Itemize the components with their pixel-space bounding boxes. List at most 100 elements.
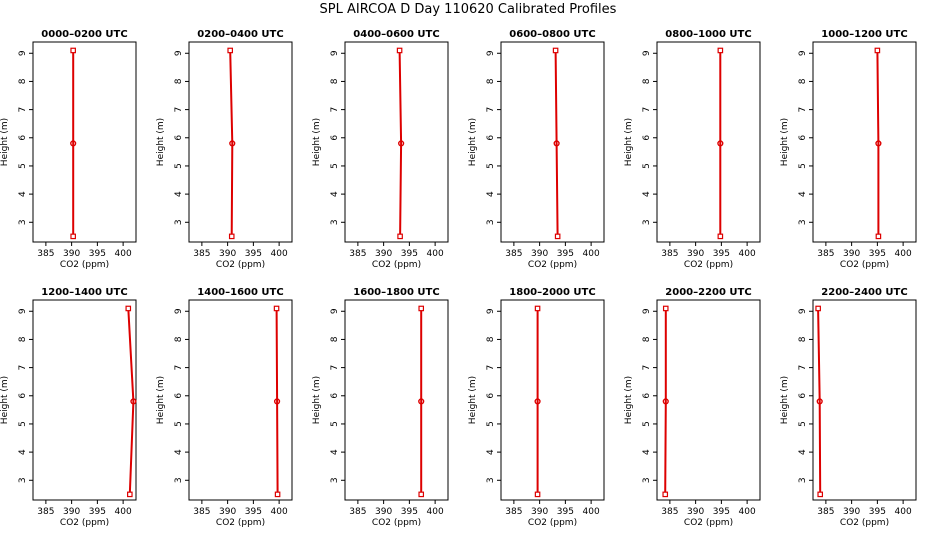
y-tick-label: 6	[18, 135, 28, 141]
x-tick-label: 400	[427, 249, 444, 259]
x-tick-label: 390	[375, 249, 392, 259]
profile-point	[70, 140, 77, 147]
x-tick-label: 385	[193, 249, 210, 259]
plot-frame	[344, 41, 449, 243]
y-axis-label: Height (m)	[468, 376, 478, 424]
y-tick-label: 9	[486, 50, 496, 56]
x-tick-label: 385	[505, 507, 522, 517]
profile-line	[817, 308, 822, 495]
y-tick-label: 4	[642, 191, 652, 197]
x-axis-label: CO2 (ppm)	[684, 260, 733, 270]
x-tick-label: 400	[427, 507, 444, 517]
x-tick-label: 390	[219, 249, 236, 259]
profile-point	[130, 398, 137, 405]
profile-point	[418, 398, 425, 405]
profile-point	[875, 233, 882, 240]
profile-point	[229, 140, 236, 147]
y-tick-label: 3	[330, 477, 340, 483]
x-tick-label: 400	[115, 507, 132, 517]
y-tick-label: 5	[642, 163, 652, 169]
y-tick-label: 4	[18, 449, 28, 455]
y-tick-label: 7	[174, 365, 184, 371]
x-tick-label: 385	[661, 507, 678, 517]
y-tick-label: 9	[798, 308, 808, 314]
x-tick-label: 400	[895, 249, 912, 259]
plot-frame	[500, 41, 605, 243]
y-tick-label: 4	[486, 191, 496, 197]
y-tick-label: 5	[798, 421, 808, 427]
y-tick-label: 9	[174, 50, 184, 56]
plot-frame	[500, 299, 605, 501]
y-tick-label: 5	[486, 163, 496, 169]
profile-point	[662, 491, 669, 498]
profile-line	[876, 50, 880, 237]
profile-point	[534, 491, 541, 498]
x-axis-label: CO2 (ppm)	[528, 518, 577, 528]
y-tick-label: 6	[330, 393, 340, 399]
y-tick-label: 3	[798, 477, 808, 483]
x-axis-label: CO2 (ppm)	[372, 260, 421, 270]
profile-point	[70, 47, 76, 54]
panel-title: 0200–0400 UTC	[197, 29, 283, 40]
y-tick-label: 5	[174, 421, 184, 427]
x-tick-label: 395	[89, 249, 106, 259]
profile-point	[273, 305, 280, 312]
y-tick-label: 3	[174, 219, 184, 225]
profile-point	[662, 305, 669, 312]
x-tick-label: 385	[661, 249, 678, 259]
plot-frame	[812, 299, 917, 501]
x-tick-label: 400	[271, 249, 288, 259]
panel-title: 1000–1200 UTC	[821, 29, 907, 40]
y-tick-label: 9	[486, 308, 496, 314]
plot-frame	[344, 299, 449, 501]
y-tick-label: 3	[330, 219, 340, 225]
x-tick-label: 395	[401, 249, 418, 259]
y-tick-label: 6	[798, 393, 808, 399]
y-tick-label: 5	[642, 421, 652, 427]
y-axis-label: Height (m)	[156, 376, 166, 424]
x-axis-label: CO2 (ppm)	[216, 260, 265, 270]
x-tick-label: 385	[37, 249, 54, 259]
profile-point	[662, 398, 669, 405]
profile-line	[127, 308, 135, 495]
y-tick-label: 7	[642, 107, 652, 113]
y-tick-label: 9	[798, 50, 808, 56]
profile-point	[552, 47, 559, 54]
x-axis-label: CO2 (ppm)	[60, 260, 109, 270]
profile-point	[70, 233, 76, 240]
y-tick-label: 6	[486, 135, 496, 141]
y-tick-label: 9	[18, 50, 28, 56]
x-tick-label: 385	[817, 507, 834, 517]
y-tick-label: 5	[18, 163, 28, 169]
x-axis-label: CO2 (ppm)	[840, 518, 889, 528]
y-tick-label: 4	[174, 449, 184, 455]
profile-point	[817, 491, 824, 498]
x-tick-label: 395	[245, 249, 262, 259]
panel-title: 1400–1600 UTC	[197, 287, 283, 298]
y-tick-label: 4	[330, 449, 340, 455]
y-tick-label: 3	[18, 219, 28, 225]
x-axis-label: CO2 (ppm)	[528, 260, 577, 270]
profile-point	[274, 491, 281, 498]
y-tick-label: 8	[18, 336, 28, 342]
panel: 0400–0600 UTC 385 390 395 400 3 4 5 6 7 8 9 CO2 (ppm…	[312, 29, 449, 270]
y-tick-label: 8	[174, 78, 184, 84]
y-tick-label: 5	[330, 163, 340, 169]
y-tick-label: 3	[486, 477, 496, 483]
x-tick-label: 390	[63, 249, 80, 259]
y-tick-label: 9	[330, 308, 340, 314]
x-tick-label: 400	[583, 507, 600, 517]
y-tick-label: 8	[642, 78, 652, 84]
x-axis-label: CO2 (ppm)	[372, 518, 421, 528]
profile-point	[396, 47, 403, 54]
figure-title: SPL AIRCOA D Day 110620 Calibrated Profi…	[320, 2, 617, 17]
y-tick-label: 7	[18, 365, 28, 371]
panel: 1000–1200 UTC 385 390 395 400 3 4 5 6 7 8 9 CO2 (ppm…	[780, 29, 917, 270]
y-tick-label: 6	[642, 135, 652, 141]
x-tick-label: 385	[193, 507, 210, 517]
y-tick-label: 3	[798, 219, 808, 225]
y-tick-label: 8	[486, 336, 496, 342]
profile-point	[418, 491, 425, 498]
